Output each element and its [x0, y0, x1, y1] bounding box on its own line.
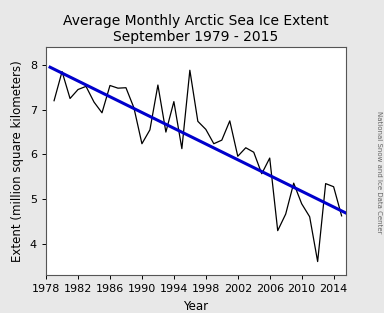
Text: National Snow and Ice Data Center: National Snow and Ice Data Center	[376, 111, 382, 233]
Title: Average Monthly Arctic Sea Ice Extent
September 1979 - 2015: Average Monthly Arctic Sea Ice Extent Se…	[63, 14, 329, 44]
X-axis label: Year: Year	[183, 300, 209, 313]
Y-axis label: Extent (million square kilometers): Extent (million square kilometers)	[12, 60, 24, 262]
